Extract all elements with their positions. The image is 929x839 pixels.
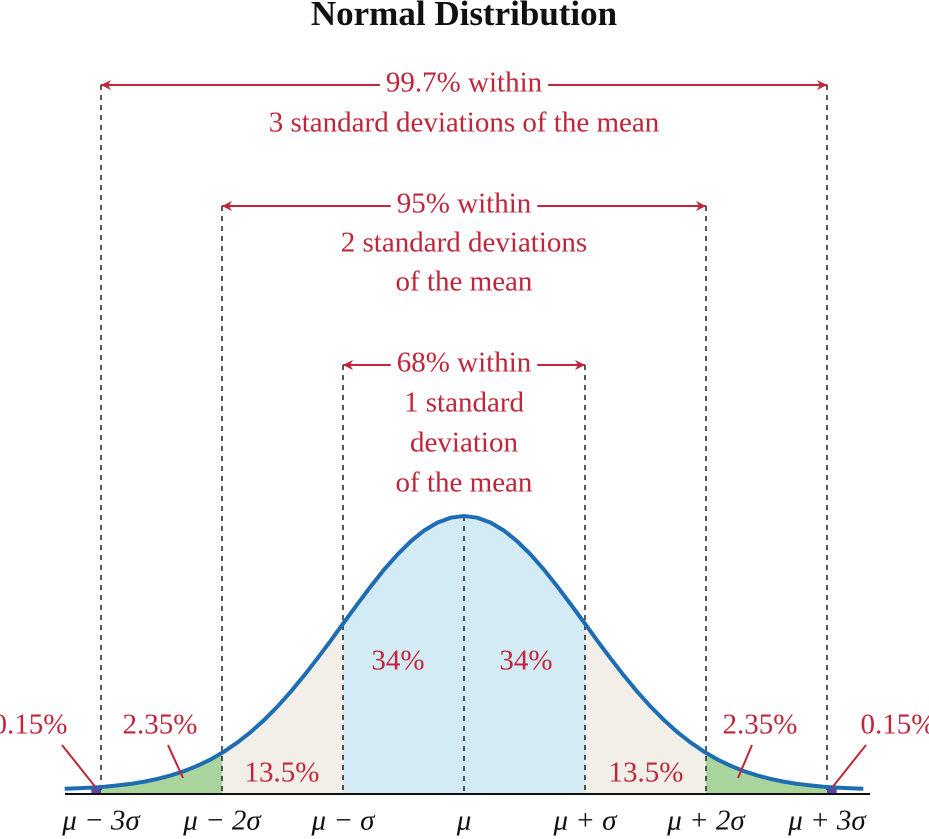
bracket-text: of the mean: [396, 266, 533, 298]
bracket-text: of the mean: [396, 467, 533, 499]
bracket-text: 99.7% within: [386, 67, 543, 99]
two-three-region: [101, 752, 222, 794]
axis-label: μ − 3σ: [61, 805, 141, 837]
bracket-text: deviation: [410, 427, 518, 459]
region-label: 13.5%: [609, 757, 684, 789]
region-label: 13.5%: [245, 757, 320, 789]
center-region: [343, 516, 585, 794]
bracket-text: 95% within: [397, 188, 532, 220]
region-label: 2.35%: [723, 709, 798, 741]
curve: [64, 513, 864, 791]
leader-line: [167, 744, 184, 779]
axis-label: μ + 2σ: [666, 805, 746, 837]
axis-label: μ + 3σ: [787, 805, 867, 837]
axis-label: μ: [456, 805, 472, 837]
axis-label: μ + σ: [553, 805, 619, 837]
leader-line: [831, 744, 867, 789]
two-three-region: [706, 752, 827, 794]
title: Normal Distribution: [311, 0, 617, 33]
region-label: 0.15%: [0, 709, 67, 741]
leader-line: [737, 744, 753, 779]
leader-line: [61, 744, 97, 789]
region-label: 2.35%: [123, 709, 198, 741]
region-label: 34%: [499, 645, 552, 677]
region-label: 34%: [371, 645, 424, 677]
bracket-text: 3 standard deviations of the mean: [269, 107, 660, 139]
bracket-text: 68% within: [397, 347, 532, 379]
axis-label: μ − 2σ: [182, 805, 262, 837]
bracket-text: 1 standard: [404, 387, 524, 419]
axis-label: μ − σ: [311, 805, 377, 837]
bracket-text: 2 standard deviations: [341, 227, 587, 259]
region-label: 0.15%: [861, 709, 929, 741]
